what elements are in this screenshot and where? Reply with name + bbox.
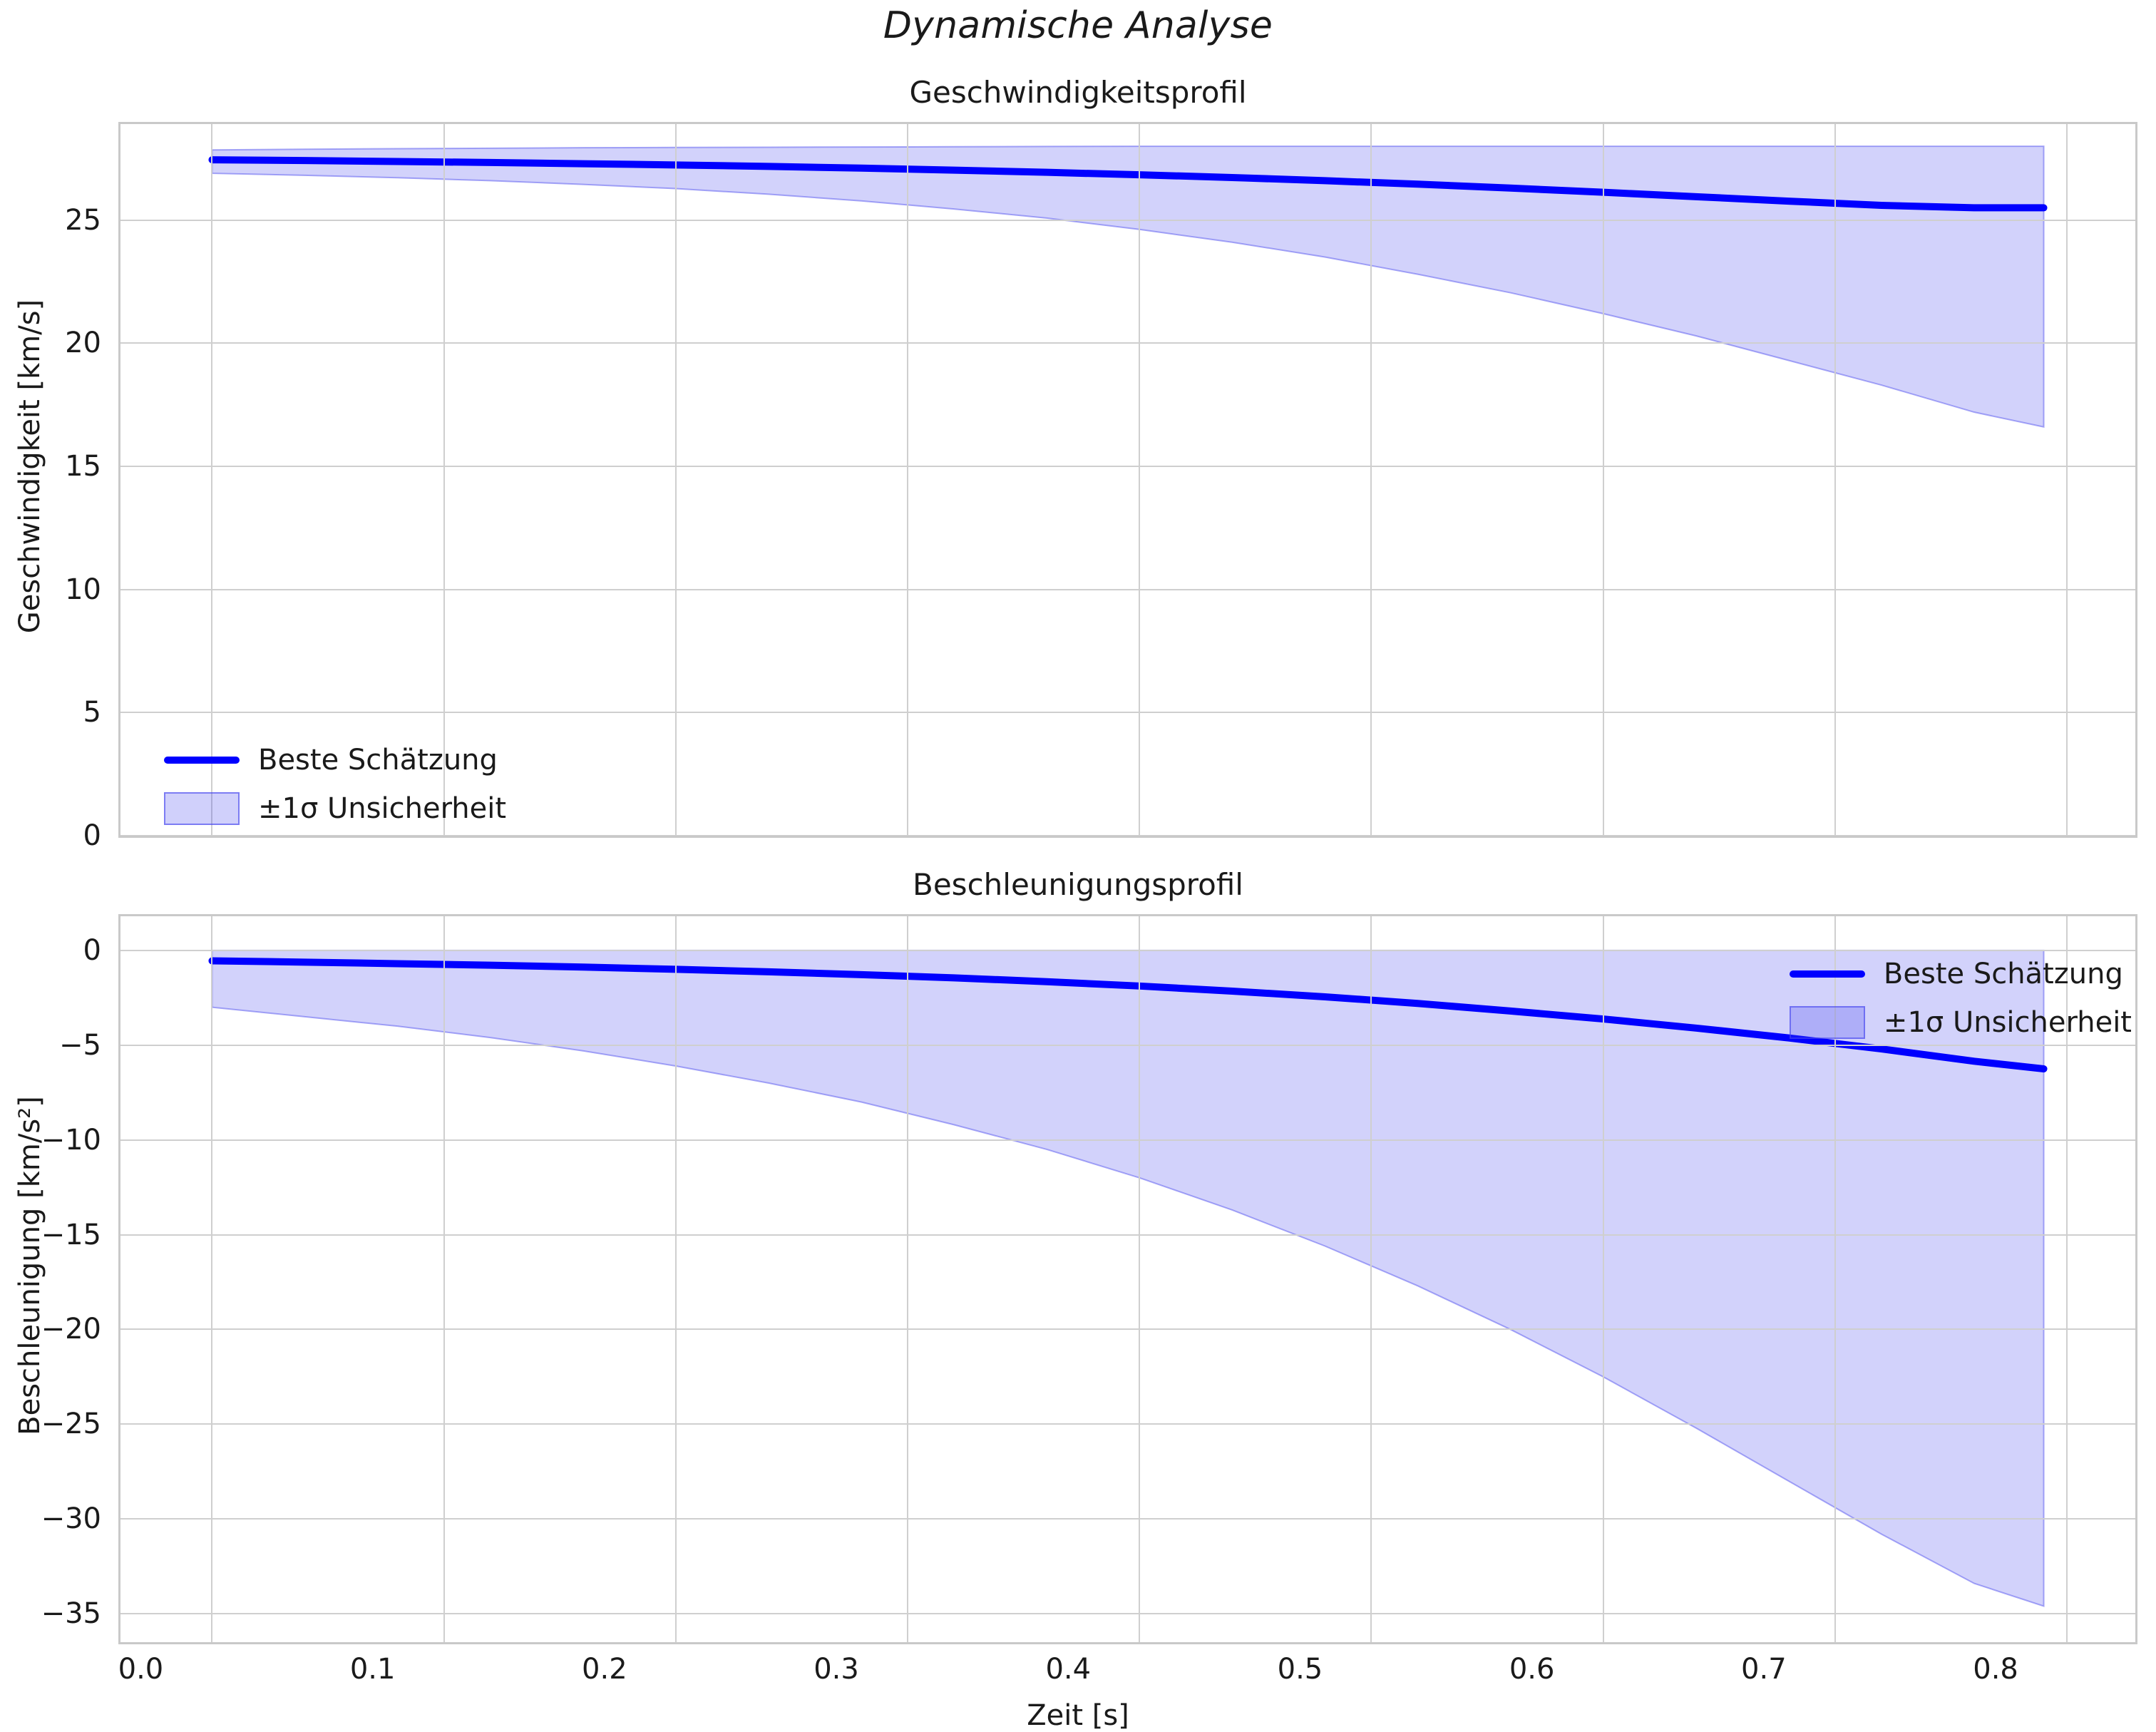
y-tick-label: −15 <box>41 1218 101 1251</box>
legend-item[interactable]: ±1σ Unsicherheit <box>164 790 506 827</box>
gridline-horizontal <box>120 1328 2135 1331</box>
gridline-horizontal <box>120 342 2135 344</box>
gridline-vertical <box>674 916 677 1642</box>
gridline-vertical <box>1602 124 1604 836</box>
legend-item-label: ±1σ Unsicherheit <box>1883 1006 2132 1039</box>
gridline-vertical <box>1834 124 1836 836</box>
gridline-vertical <box>907 124 909 836</box>
velocity-plot-area <box>118 122 2137 838</box>
acceleration-legend: Beste Schätzung ±1σ Unsicherheit <box>1789 955 2132 1041</box>
gridline-horizontal <box>120 588 2135 590</box>
velocity-panel-title: Geschwindigkeitsprofil <box>909 75 1247 110</box>
gridline-horizontal <box>120 219 2135 221</box>
band-swatch-icon <box>1789 1004 1865 1041</box>
y-tick-label: −30 <box>41 1502 101 1536</box>
gridline-vertical <box>211 124 213 836</box>
gridline-horizontal <box>120 712 2135 714</box>
gridline-vertical <box>1139 916 1141 1642</box>
velocity-series-canvas <box>208 145 2048 428</box>
gridline-horizontal <box>120 1423 2135 1425</box>
gridline-horizontal <box>120 1613 2135 1615</box>
x-tick-label: 0.0 <box>118 1653 164 1686</box>
x-tick-label: 0.3 <box>813 1653 859 1686</box>
x-tick-label: 0.2 <box>582 1653 627 1686</box>
gridline-vertical <box>674 124 677 836</box>
y-tick-label: 0 <box>83 933 101 967</box>
gridline-horizontal <box>120 949 2135 951</box>
x-tick-label: 0.8 <box>1973 1653 2018 1686</box>
uncertainty-band <box>211 145 2045 428</box>
y-tick-label: −5 <box>59 1028 101 1062</box>
y-tick-label: −20 <box>41 1313 101 1346</box>
gridline-horizontal <box>120 466 2135 467</box>
gridline-horizontal <box>120 1234 2135 1236</box>
gridline-vertical <box>1834 916 1836 1642</box>
gridline-vertical <box>2066 916 2068 1642</box>
gridline-horizontal <box>120 1139 2135 1141</box>
y-tick-label: 5 <box>83 696 101 729</box>
gridline-horizontal <box>120 1518 2135 1520</box>
legend-item[interactable]: Beste Schätzung <box>164 742 498 779</box>
band-swatch-icon <box>164 790 240 827</box>
legend-item[interactable]: ±1σ Unsicherheit <box>1789 1004 2132 1041</box>
line-swatch-icon <box>1789 955 1865 993</box>
y-tick-label: −35 <box>41 1597 101 1631</box>
velocity-legend: Beste Schätzung ±1σ Unsicherheit <box>164 742 506 827</box>
acceleration-panel-title: Beschleunigungsprofil <box>913 867 1243 902</box>
x-tick-label: 0.1 <box>349 1653 396 1686</box>
gridline-vertical <box>2066 124 2068 836</box>
figure-suptitle: Dynamische Analyse <box>883 4 1273 47</box>
x-axis-label: Zeit [s] <box>1027 1699 1129 1732</box>
gridline-vertical <box>211 916 213 1642</box>
gridline-vertical <box>907 916 909 1642</box>
x-tick-label: 0.5 <box>1277 1653 1323 1686</box>
line-swatch-icon <box>164 742 240 779</box>
y-tick-label: 10 <box>65 573 101 606</box>
legend-item-label: Beste Schätzung <box>1883 958 2123 990</box>
uncertainty-band <box>211 949 2045 1607</box>
gridline-vertical <box>443 124 445 836</box>
gridline-horizontal <box>120 835 2135 836</box>
y-tick-label: −10 <box>41 1123 101 1157</box>
gridline-vertical <box>443 916 445 1642</box>
x-tick-label: 0.4 <box>1045 1653 1092 1686</box>
y-tick-label: 20 <box>65 327 101 360</box>
x-tick-label: 0.7 <box>1741 1653 1787 1686</box>
legend-item-label: Beste Schätzung <box>258 744 498 777</box>
y-tick-label: 0 <box>83 819 101 852</box>
gridline-horizontal <box>120 1044 2135 1046</box>
legend-item-label: ±1σ Unsicherheit <box>258 792 507 825</box>
gridline-vertical <box>1370 124 1372 836</box>
acceleration-plot-area <box>118 914 2137 1644</box>
y-tick-label: 25 <box>65 203 101 237</box>
y-tick-label: −25 <box>41 1408 101 1441</box>
legend-item[interactable]: Beste Schätzung <box>1789 955 2123 993</box>
y-tick-label: 15 <box>65 450 101 483</box>
gridline-vertical <box>1370 916 1372 1642</box>
gridline-vertical <box>1139 124 1141 836</box>
x-tick-label: 0.6 <box>1509 1653 1555 1686</box>
gridline-vertical <box>1602 916 1604 1642</box>
